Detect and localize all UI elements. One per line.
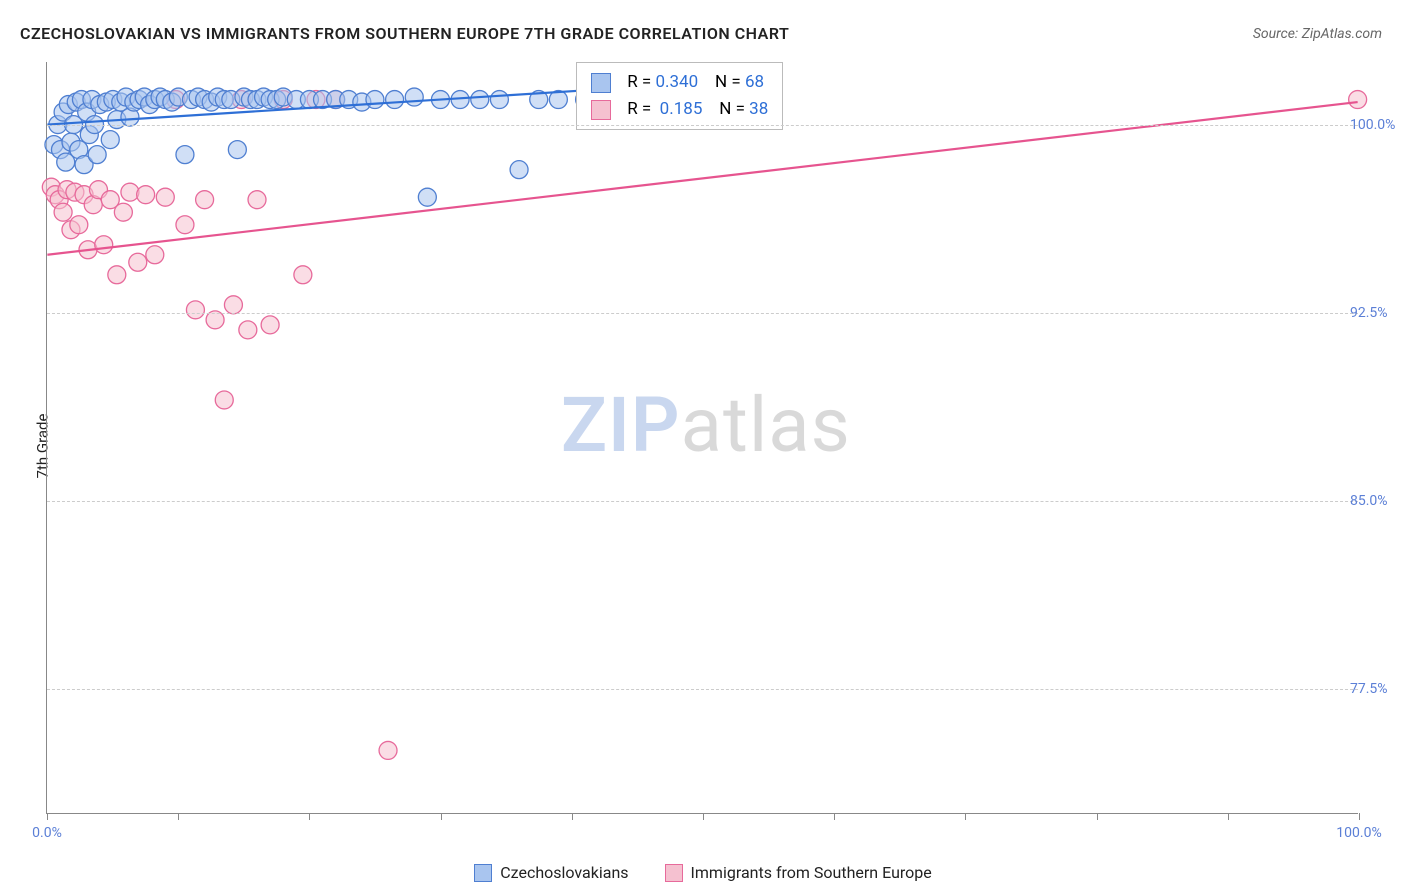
plot-svg (47, 62, 1358, 813)
data-point (215, 391, 233, 409)
gridline-h (47, 313, 1358, 314)
data-point (129, 253, 147, 271)
y-tick-label: 77.5% (1350, 681, 1406, 697)
x-tick (965, 813, 966, 820)
legend-label: Immigrants from Southern Europe (691, 863, 932, 882)
data-point (366, 91, 384, 109)
legend-swatch (591, 100, 611, 120)
x-tick (47, 813, 48, 820)
x-tick (1228, 813, 1229, 820)
data-point (239, 321, 257, 339)
data-point (101, 131, 119, 149)
x-tick-label: 100.0% (1336, 825, 1381, 841)
data-point (1349, 91, 1367, 109)
data-point (224, 296, 242, 314)
data-point (121, 183, 139, 201)
x-tick (572, 813, 573, 820)
data-point (146, 246, 164, 264)
data-point (88, 146, 106, 164)
correlation-legend-row: R = 0.185 N = 38 (591, 96, 768, 123)
legend-item: Czechoslovakians (474, 863, 628, 882)
x-tick (834, 813, 835, 820)
data-point (54, 203, 72, 221)
x-tick-label: 0.0% (32, 825, 62, 841)
data-point (379, 741, 397, 759)
data-point (471, 91, 489, 109)
gridline-h (47, 501, 1358, 502)
y-tick-label: 92.5% (1350, 305, 1406, 321)
x-tick (178, 813, 179, 820)
gridline-h (47, 125, 1358, 126)
correlation-legend-row: R = 0.340 N = 68 (591, 69, 768, 96)
data-point (70, 216, 88, 234)
data-point (196, 191, 214, 209)
chart-container: CZECHOSLOVAKIAN VS IMMIGRANTS FROM SOUTH… (0, 0, 1406, 892)
plot-area: ZIPatlas R = 0.340 N = 68 R = 0.185 N = … (46, 62, 1358, 814)
legend-item: Immigrants from Southern Europe (665, 863, 932, 882)
chart-title: CZECHOSLOVAKIAN VS IMMIGRANTS FROM SOUTH… (20, 24, 789, 43)
data-point (228, 141, 246, 159)
data-point (405, 88, 423, 106)
data-point (186, 301, 204, 319)
data-point (490, 91, 508, 109)
data-point (261, 316, 279, 334)
x-tick (441, 813, 442, 820)
correlation-legend: R = 0.340 N = 68 R = 0.185 N = 38 (576, 62, 783, 130)
data-point (176, 216, 194, 234)
data-point (156, 188, 174, 206)
y-tick-label: 100.0% (1350, 117, 1406, 133)
correlation-text: R = 0.340 N = 68 (623, 69, 764, 96)
correlation-text: R = 0.185 N = 38 (623, 96, 768, 123)
legend-swatch (474, 864, 492, 882)
data-point (386, 91, 404, 109)
legend-label: Czechoslovakians (500, 863, 628, 882)
data-point (114, 203, 132, 221)
data-point (510, 161, 528, 179)
data-point (176, 146, 194, 164)
y-tick-label: 85.0% (1350, 493, 1406, 509)
data-point (137, 186, 155, 204)
source-attribution: Source: ZipAtlas.com (1253, 26, 1382, 42)
x-tick (309, 813, 310, 820)
gridline-h (47, 689, 1358, 690)
data-point (418, 188, 436, 206)
data-point (108, 266, 126, 284)
x-tick (1359, 813, 1360, 820)
x-tick (703, 813, 704, 820)
x-tick (1097, 813, 1098, 820)
bottom-legend: Czechoslovakians Immigrants from Southern… (0, 863, 1406, 882)
data-point (294, 266, 312, 284)
data-point (248, 191, 266, 209)
data-point (95, 236, 113, 254)
legend-swatch (591, 73, 611, 93)
legend-swatch (665, 864, 683, 882)
